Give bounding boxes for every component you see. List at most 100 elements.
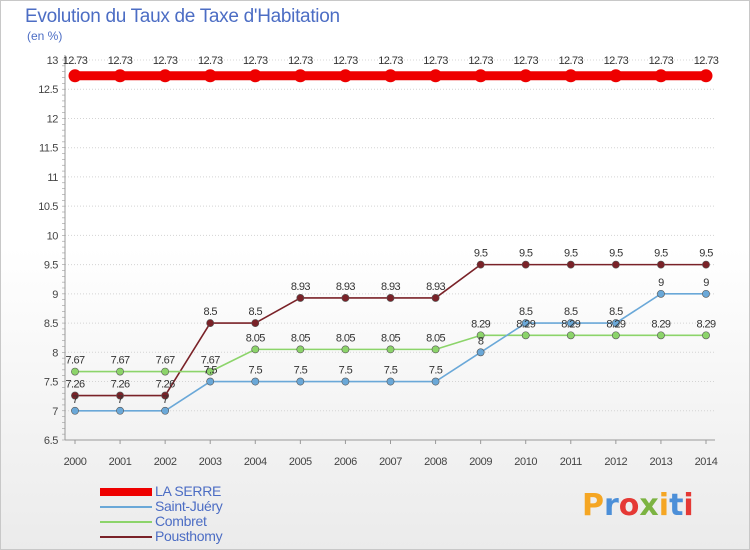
y-tick-label: 7 bbox=[52, 406, 58, 418]
data-point bbox=[71, 406, 79, 415]
data-point bbox=[474, 69, 488, 83]
y-tick-label: 7.5 bbox=[44, 377, 58, 389]
data-label: 8.05 bbox=[426, 332, 445, 344]
data-label: 7.5 bbox=[249, 365, 263, 377]
data-label: 7 bbox=[72, 394, 78, 406]
legend-item-combret: Combret bbox=[100, 513, 300, 529]
data-point bbox=[566, 319, 575, 327]
legend: LA SERRE Saint-Juéry Combret Pousthomy bbox=[100, 483, 300, 544]
data-point bbox=[654, 69, 668, 83]
data-label: 7.67 bbox=[201, 355, 220, 367]
legend-label: LA SERRE bbox=[155, 483, 222, 499]
data-point bbox=[341, 377, 350, 386]
data-point bbox=[161, 367, 170, 376]
data-label: 8.29 bbox=[651, 318, 670, 330]
x-tick-label: 2006 bbox=[334, 456, 357, 468]
data-point bbox=[206, 377, 215, 386]
y-tick-label: 12.5 bbox=[38, 84, 58, 96]
data-point bbox=[251, 345, 260, 354]
chart-title: Evolution du Taux de Taxe d'Habitation bbox=[25, 6, 340, 27]
data-label: 8.93 bbox=[426, 281, 445, 293]
data-point bbox=[476, 348, 485, 357]
data-label: 7.26 bbox=[65, 379, 84, 391]
data-point bbox=[611, 331, 620, 340]
data-label: 12.73 bbox=[288, 55, 313, 67]
data-point bbox=[386, 294, 395, 302]
data-label: 8.93 bbox=[336, 281, 355, 293]
legend-label: Combret bbox=[155, 513, 207, 529]
data-label: 7.5 bbox=[429, 365, 443, 377]
data-label: 7.5 bbox=[384, 365, 398, 377]
data-point bbox=[113, 69, 127, 83]
data-point bbox=[431, 345, 440, 354]
data-label: 7.5 bbox=[339, 365, 353, 377]
data-label: 7.26 bbox=[156, 379, 175, 391]
data-label: 7.67 bbox=[65, 355, 84, 367]
data-point bbox=[566, 260, 575, 269]
y-tick-label: 10 bbox=[47, 230, 59, 242]
data-point bbox=[251, 377, 260, 386]
data-point bbox=[564, 69, 578, 83]
data-label: 9.5 bbox=[654, 248, 668, 260]
data-point bbox=[161, 406, 170, 415]
data-label: 8.05 bbox=[291, 332, 310, 344]
data-label: 12.73 bbox=[243, 55, 268, 67]
legend-swatch-saint-juery bbox=[100, 506, 152, 508]
data-label: 8.93 bbox=[381, 281, 400, 293]
y-tick-label: 13 bbox=[47, 55, 59, 67]
x-tick-label: 2001 bbox=[109, 456, 132, 468]
data-point bbox=[206, 367, 215, 376]
data-label: 8.29 bbox=[561, 318, 580, 330]
y-axis-label: (en %) bbox=[27, 29, 63, 43]
data-point bbox=[206, 319, 215, 327]
data-label: 9 bbox=[703, 277, 709, 289]
data-label: 12.73 bbox=[694, 55, 719, 67]
data-label: 8.05 bbox=[336, 332, 355, 344]
data-point bbox=[657, 260, 665, 269]
legend-swatch-pousthomy bbox=[100, 536, 152, 538]
data-label: 7 bbox=[162, 394, 168, 406]
x-tick-label: 2008 bbox=[424, 456, 447, 468]
x-tick-label: 2009 bbox=[469, 456, 492, 468]
x-tick-label: 2003 bbox=[199, 456, 222, 468]
y-tick-label: 12 bbox=[47, 113, 59, 125]
data-point bbox=[296, 345, 305, 354]
data-point bbox=[702, 289, 710, 298]
data-label: 12.73 bbox=[63, 55, 88, 67]
data-label: 12.73 bbox=[153, 55, 178, 67]
data-label: 8.5 bbox=[564, 306, 578, 318]
data-point bbox=[248, 69, 262, 83]
x-tick-label: 2005 bbox=[289, 456, 312, 468]
data-point bbox=[702, 331, 710, 340]
data-point bbox=[338, 69, 352, 83]
data-point bbox=[521, 319, 530, 327]
data-point bbox=[68, 69, 82, 83]
data-point bbox=[521, 331, 530, 340]
logo-letter: i bbox=[658, 488, 670, 523]
data-label: 12.73 bbox=[649, 55, 674, 67]
data-point bbox=[384, 69, 397, 83]
data-point bbox=[476, 260, 485, 269]
data-label: 8.29 bbox=[606, 318, 625, 330]
data-label: 12.73 bbox=[559, 55, 584, 67]
logo-letter: P bbox=[582, 488, 604, 523]
data-label: 8.5 bbox=[519, 306, 533, 318]
legend-swatch-la-serre bbox=[100, 488, 152, 496]
data-label: 12.73 bbox=[604, 55, 629, 67]
data-label: 7.67 bbox=[111, 355, 130, 367]
y-tick-label: 10.5 bbox=[38, 201, 58, 213]
data-point bbox=[116, 406, 124, 415]
data-label: 12.73 bbox=[378, 55, 403, 67]
data-label: 8.5 bbox=[609, 306, 623, 318]
data-point bbox=[296, 377, 305, 386]
x-tick-label: 2000 bbox=[64, 456, 87, 468]
data-label: 8.29 bbox=[471, 318, 490, 330]
data-point bbox=[609, 69, 623, 83]
data-point bbox=[116, 391, 124, 400]
data-point bbox=[71, 367, 79, 376]
data-point bbox=[158, 69, 172, 83]
data-point bbox=[431, 377, 440, 386]
data-point bbox=[521, 260, 530, 269]
